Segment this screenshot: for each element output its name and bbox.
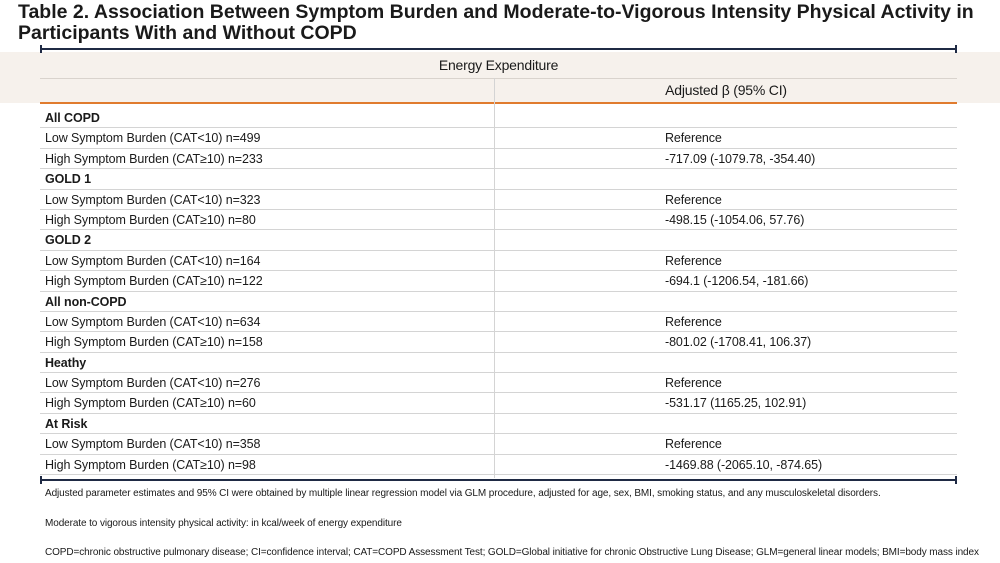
group-row: GOLD 1 [40,169,957,190]
table-row: Low Symptom Burden (CAT<10) n=634 Referen… [40,312,957,333]
row-value: -1469.88 (-2065.10, -874.65) [665,457,823,472]
group-label: At Risk [45,416,88,431]
row-label: High Symptom Burden (CAT≥10) n=233 [45,151,263,166]
row-value: -694.1 (-1206.54, -181.66) [665,274,809,289]
energy-expenditure-header: Energy Expenditure [438,57,559,73]
table-row: High Symptom Burden (CAT≥10) n=158 -801.0… [40,332,957,353]
row-label: High Symptom Burden (CAT≥10) n=122 [45,274,263,289]
table-body: All COPD Low Symptom Burden (CAT<10) n=49… [40,108,957,476]
group-label: GOLD 1 [45,172,91,187]
row-label: High Symptom Burden (CAT≥10) n=98 [45,457,256,472]
table-row: High Symptom Burden (CAT≥10) n=80 -498.15… [40,210,957,231]
row-label: Low Symptom Burden (CAT<10) n=358 [45,437,261,452]
table-bottom-rule [40,476,957,484]
table-row: High Symptom Burden (CAT≥10) n=233 -717.0… [40,149,957,170]
table-row: Low Symptom Burden (CAT<10) n=358 Referen… [40,434,957,455]
group-row: All COPD [40,108,957,129]
row-label: High Symptom Burden (CAT≥10) n=60 [45,396,256,411]
group-row: GOLD 2 [40,230,957,251]
row-value: Reference [665,376,722,391]
table-title: Table 2. Association Between Symptom Bur… [18,1,974,44]
row-value: Reference [665,253,722,268]
table-row: Low Symptom Burden (CAT<10) n=276 Referen… [40,373,957,394]
note-abbreviations: COPD=chronic obstructive pulmonary disea… [45,547,979,558]
row-value: -801.02 (-1708.41, 106.37) [665,335,812,350]
row-label: High Symptom Burden (CAT≥10) n=80 [45,212,256,227]
row-label: Low Symptom Burden (CAT<10) n=323 [45,192,261,207]
table-row: High Symptom Burden (CAT≥10) n=60 -531.17… [40,393,957,414]
note-definition: Moderate to vigorous intensity physical … [45,518,402,529]
group-row: At Risk [40,414,957,435]
group-label: GOLD 2 [45,233,91,248]
table-top-rule [40,45,957,53]
row-value: Reference [665,131,722,146]
table-row: High Symptom Burden (CAT≥10) n=98 -1469.8… [40,455,957,476]
group-label: Heathy [45,355,87,370]
group-row: All non-COPD [40,292,957,312]
row-value: -498.15 (-1054.06, 57.76) [665,212,805,227]
row-label: Low Symptom Burden (CAT<10) n=499 [45,131,261,146]
group-row: Heathy [40,353,957,374]
table-row: Low Symptom Burden (CAT<10) n=323 Referen… [40,190,957,210]
row-value: Reference [665,314,722,329]
row-value: -531.17 (1165.25, 102.91) [665,396,807,411]
adjusted-beta-header: Adjusted β (95% CI) [665,82,787,98]
table-row: Low Symptom Burden (CAT<10) n=499 Referen… [40,128,957,149]
header-divider [40,78,957,79]
group-label: All non-COPD [45,294,127,309]
table-row: Low Symptom Burden (CAT<10) n=164 Referen… [40,251,957,272]
row-label: Low Symptom Burden (CAT<10) n=634 [45,314,261,329]
header-band [0,52,1000,103]
row-label: Low Symptom Burden (CAT<10) n=276 [45,376,261,391]
table-row: High Symptom Burden (CAT≥10) n=122 -694.1… [40,271,957,292]
column-divider [494,78,495,478]
row-label: High Symptom Burden (CAT≥10) n=158 [45,335,263,350]
row-value: Reference [665,437,722,452]
note-method: Adjusted parameter estimates and 95% CI … [45,488,881,499]
row-value: Reference [665,192,722,207]
row-value: -717.09 (-1079.78, -354.40) [665,151,816,166]
row-label: Low Symptom Burden (CAT<10) n=164 [45,253,261,268]
header-accent-rule [40,102,957,104]
group-label: All COPD [45,111,100,125]
